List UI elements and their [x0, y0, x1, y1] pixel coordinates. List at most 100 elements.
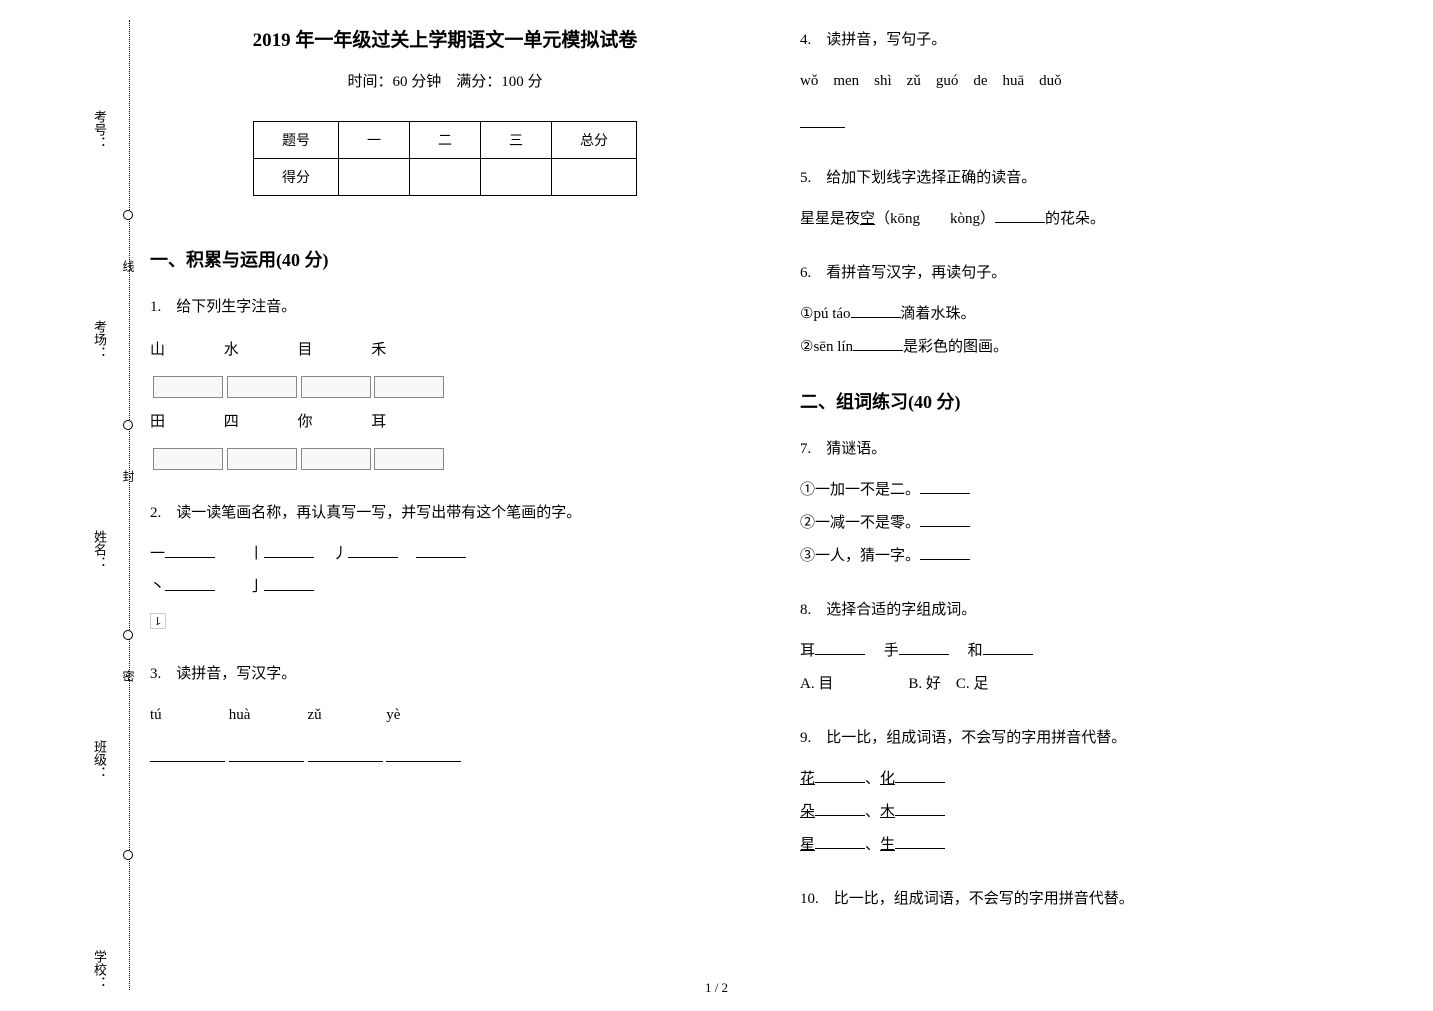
blank[interactable]: [920, 476, 970, 494]
blank[interactable]: [899, 637, 949, 655]
blank[interactable]: [165, 573, 215, 591]
blank[interactable]: [920, 509, 970, 527]
th-total: 总分: [552, 122, 637, 159]
blank[interactable]: [229, 744, 304, 762]
blank[interactable]: [995, 205, 1045, 223]
q10-stem: 10. 比一比，组成词语，不会写的字用拼音代替。: [800, 884, 1390, 914]
td-blank: [552, 159, 637, 196]
blank[interactable]: [815, 831, 865, 849]
q6-stem: 6. 看拼音写汉字，再读句子。: [800, 258, 1390, 288]
char: 生: [880, 837, 895, 853]
table-row: 得分: [254, 159, 637, 196]
question-4: 4. 读拼音，写句子。 wǒ men shì zǔ guó de huā duǒ: [800, 25, 1390, 141]
pinyin-box[interactable]: [153, 448, 223, 470]
text: ③一人，猜一字。: [800, 548, 920, 564]
text: ②一减一不是零。: [800, 515, 920, 531]
char: 四: [224, 404, 294, 440]
pinyin-box[interactable]: [227, 376, 297, 398]
q9-stem: 9. 比一比，组成词语，不会写的字用拼音代替。: [800, 723, 1390, 753]
q5-end: 的花朵。: [1045, 211, 1105, 227]
blank[interactable]: [150, 744, 225, 762]
question-8: 8. 选择合适的字组成词。 耳 手 和 A. 目 B. 好 C. 足: [800, 595, 1390, 701]
table-row: 题号 一 二 三 总分: [254, 122, 637, 159]
pinyin: tú: [150, 699, 225, 732]
q4-blank-row: [800, 108, 1390, 141]
q7-stem: 7. 猜谜语。: [800, 434, 1390, 464]
question-1: 1. 给下列生字注音。 山 水 目 禾 田 四 你 耳: [150, 292, 740, 476]
exam-title: 2019 年一年级过关上学期语文一单元模拟试卷: [150, 25, 740, 52]
question-9: 9. 比一比，组成词语，不会写的字用拼音代替。 花、化 朵、木 星、生: [800, 723, 1390, 862]
blank-wrap: [150, 742, 225, 775]
text: ②sēn lín: [800, 339, 853, 355]
blank[interactable]: [264, 573, 314, 591]
q5-body: 星星是夜空（kōng kòng）的花朵。: [800, 203, 1390, 236]
text: ①pú táo: [800, 306, 851, 322]
th-2: 二: [410, 122, 481, 159]
pinyin: huà: [229, 699, 304, 732]
blank[interactable]: [895, 831, 945, 849]
binding-circle: [123, 210, 133, 220]
section-1-header: 一、积累与运用(40 分): [150, 246, 740, 272]
stroke-box-icon: ㇙: [150, 613, 166, 629]
pinyin-box[interactable]: [301, 448, 371, 470]
q4-pinyin: wǒ men shì zǔ guó de huā duǒ: [800, 65, 1390, 98]
char-cell: 水: [224, 332, 294, 404]
blank[interactable]: [895, 765, 945, 783]
pinyin-box[interactable]: [227, 448, 297, 470]
char: 木: [880, 804, 895, 820]
stroke: 丿: [333, 546, 348, 562]
blank[interactable]: [895, 798, 945, 816]
blank[interactable]: [800, 110, 845, 128]
char: 耳: [371, 404, 441, 440]
char: 山: [150, 332, 220, 368]
blank[interactable]: [851, 300, 901, 318]
q8-body: 耳 手 和 A. 目 B. 好 C. 足: [800, 635, 1390, 701]
blank[interactable]: [264, 540, 314, 558]
th-3: 三: [481, 122, 552, 159]
binding-marker-xian: 线: [120, 260, 137, 272]
th-1: 一: [339, 122, 410, 159]
char-cell: 四: [224, 404, 294, 476]
blank[interactable]: [416, 540, 466, 558]
exam-subtitle: 时间：60 分钟 满分：100 分: [150, 70, 740, 91]
binding-label-id: 考号：: [90, 110, 109, 149]
q6-line1: ①pú táo 滴着水珠。: [800, 298, 1390, 331]
pinyin: zǔ: [308, 699, 383, 732]
char-cell: 禾: [371, 332, 441, 404]
pinyin-box[interactable]: [374, 376, 444, 398]
char: 目: [298, 332, 368, 368]
char: 耳: [800, 643, 815, 659]
blank-wrap: [229, 742, 304, 775]
td-blank: [410, 159, 481, 196]
char: 星: [800, 837, 815, 853]
char-cell: 目: [298, 332, 368, 404]
blank[interactable]: [815, 765, 865, 783]
blank[interactable]: [815, 798, 865, 816]
blank[interactable]: [920, 542, 970, 560]
blank[interactable]: [853, 333, 903, 351]
blank[interactable]: [348, 540, 398, 558]
char: 和: [968, 643, 983, 659]
blank[interactable]: [815, 637, 865, 655]
question-7: 7. 猜谜语。 ①一加一不是二。 ②一减一不是零。 ③一人，猜一字。: [800, 434, 1390, 573]
text: 是彩色的图画。: [903, 339, 1008, 355]
q2-line1: 一 丨 丿: [150, 538, 740, 571]
pinyin-box[interactable]: [301, 376, 371, 398]
char-cell: 耳: [371, 404, 441, 476]
blank[interactable]: [308, 744, 383, 762]
text: 滴着水珠。: [901, 306, 976, 322]
blank[interactable]: [983, 637, 1033, 655]
q6-body: ①pú táo 滴着水珠。 ②sēn lín 是彩色的图画。: [800, 298, 1390, 364]
blank[interactable]: [386, 744, 461, 762]
q7-line2: ②一减一不是零。: [800, 507, 1390, 540]
question-5: 5. 给加下划线字选择正确的读音。 星星是夜空（kōng kòng）的花朵。: [800, 163, 1390, 236]
q5-stem: 5. 给加下划线字选择正确的读音。: [800, 163, 1390, 193]
blank[interactable]: [165, 540, 215, 558]
q1-body: 山 水 目 禾 田 四 你 耳: [150, 332, 740, 476]
binding-circle: [123, 420, 133, 430]
section-2-header: 二、组词练习(40 分): [800, 388, 1390, 414]
pinyin-box[interactable]: [374, 448, 444, 470]
question-2: 2. 读一读笔画名称，再认真写一写，并写出带有这个笔画的字。 一 丨 丿 丶 亅…: [150, 498, 740, 637]
pinyin-box[interactable]: [153, 376, 223, 398]
binding-label-school: 学校：: [90, 950, 109, 989]
